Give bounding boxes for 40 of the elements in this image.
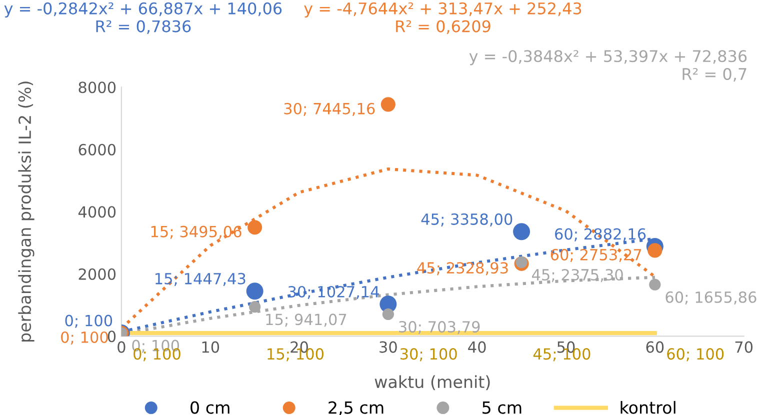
data-label: 60; 2753,27: [550, 248, 642, 262]
x-tick-label: 70: [735, 341, 753, 353]
data-label: 0; 100: [65, 314, 112, 328]
data-label: 15; 1447,43: [156, 272, 246, 286]
data-label: 0; 100: [61, 331, 108, 345]
y-tick-label: 6000: [78, 144, 116, 156]
x-tick-label: 40: [468, 341, 486, 353]
y-tick-label: 8000: [78, 82, 116, 94]
text: y = -4,7644x² + 313,47x + 252,43 R² = 0,6209: [304, 2, 582, 34]
y-tick-label: 4000: [78, 206, 116, 218]
data-label: 30; 7445,16: [284, 102, 375, 116]
text: y = -0,2842x² + 66,887x + 140,06 R² = 0,7836: [4, 2, 282, 34]
point: [248, 301, 261, 313]
data-label: 60; 2882,16: [555, 228, 646, 242]
data-label: 45; 3358,00: [421, 213, 512, 227]
data-label: 60; 1655,86: [666, 291, 756, 304]
x-tick-label: 60: [646, 341, 664, 353]
data-label: 15; 3495,06: [151, 226, 242, 239]
y-tick-label: 0: [108, 330, 116, 342]
data-label: 30; 100: [400, 348, 457, 362]
point: [248, 220, 262, 235]
point: [380, 97, 396, 112]
point: [513, 223, 530, 240]
point: [246, 282, 264, 300]
legend-label: 0 cm: [190, 401, 230, 414]
x-tick-label: 30: [380, 341, 397, 353]
point: [648, 243, 662, 258]
point: [382, 308, 394, 320]
text: y = -0,3848x² + 53,397x + 72,836 R² = 0,7: [469, 50, 747, 82]
y-tick-label: 2000: [78, 268, 116, 280]
legend-label: kontrol: [620, 400, 676, 414]
data-label: 45; 2328,93: [417, 262, 508, 276]
legend-label: 5 cm: [482, 401, 522, 414]
x-tick-label: 0: [118, 341, 126, 353]
x-axis-title: waktu (menit): [374, 375, 490, 390]
data-label: 15; 941,07: [266, 314, 346, 327]
x-tick-label: 10: [202, 341, 220, 353]
point: [649, 278, 661, 290]
y-axis-title: perbandingan produksi IL-2 (%): [18, 82, 34, 342]
data-label: 60; 100: [667, 348, 724, 362]
